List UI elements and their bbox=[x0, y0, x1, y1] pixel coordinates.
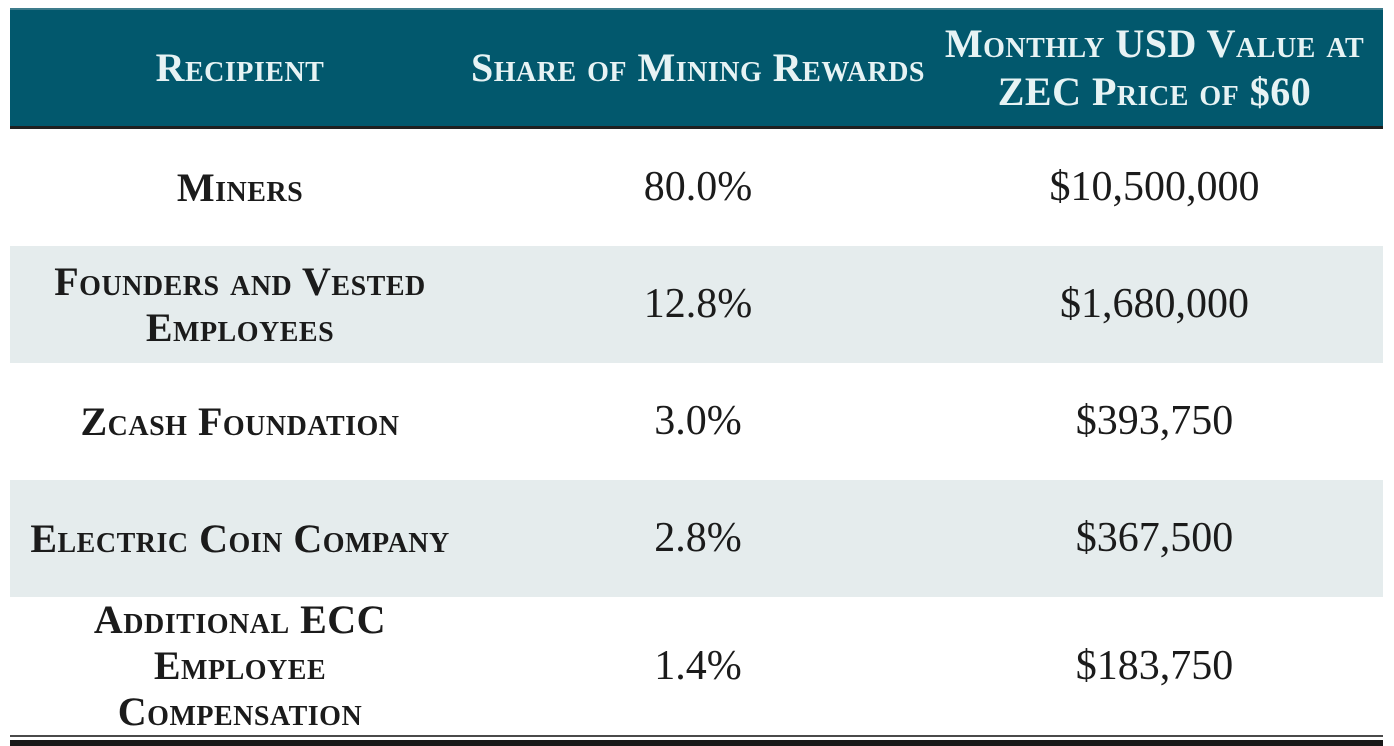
usd-value-cell: $367,500 bbox=[1075, 515, 1234, 562]
bottom-double-rule bbox=[10, 735, 1383, 746]
table-row-miners: Miners 80.0% $10,500,000 bbox=[10, 129, 1383, 246]
share-cell: 3.0% bbox=[654, 398, 742, 445]
col-header-share-of-mining-rewards: Share of Mining Rewards bbox=[471, 45, 925, 90]
share-cell: 12.8% bbox=[643, 281, 753, 328]
recipient-cell: Founders and Vested Employees bbox=[54, 258, 426, 350]
table-row-zcash-foundation: Zcash Foundation 3.0% $393,750 bbox=[10, 363, 1383, 480]
table-header-row: Recipient Share of Mining Rewards Monthl… bbox=[10, 8, 1383, 129]
share-cell: 80.0% bbox=[643, 164, 753, 211]
share-cell: 1.4% bbox=[654, 642, 742, 689]
mining-rewards-table: Recipient Share of Mining Rewards Monthl… bbox=[10, 8, 1383, 746]
rule-thick-line bbox=[10, 740, 1383, 746]
share-cell: 2.8% bbox=[654, 515, 742, 562]
col-header-recipient: Recipient bbox=[155, 45, 325, 90]
recipient-cell: Zcash Foundation bbox=[80, 398, 400, 444]
recipient-cell: Additional ECC Employee Compensation bbox=[93, 597, 387, 734]
col-header-monthly-usd-value: Monthly USD Value at ZEC Price of $60 bbox=[944, 21, 1365, 114]
recipient-cell: Electric Coin Company bbox=[30, 515, 450, 561]
table-body: Miners 80.0% $10,500,000 Founders and Ve… bbox=[10, 129, 1383, 735]
usd-value-cell: $183,750 bbox=[1075, 642, 1234, 689]
table-row-founders-vested-employees: Founders and Vested Employees 12.8% $1,6… bbox=[10, 246, 1383, 363]
table-row-additional-ecc-compensation: Additional ECC Employee Compensation 1.4… bbox=[10, 597, 1383, 735]
usd-value-cell: $1,680,000 bbox=[1060, 281, 1249, 328]
usd-value-cell: $10,500,000 bbox=[1049, 164, 1260, 211]
usd-value-cell: $393,750 bbox=[1075, 398, 1234, 445]
recipient-cell: Miners bbox=[176, 164, 304, 210]
table-row-electric-coin-company: Electric Coin Company 2.8% $367,500 bbox=[10, 480, 1383, 597]
